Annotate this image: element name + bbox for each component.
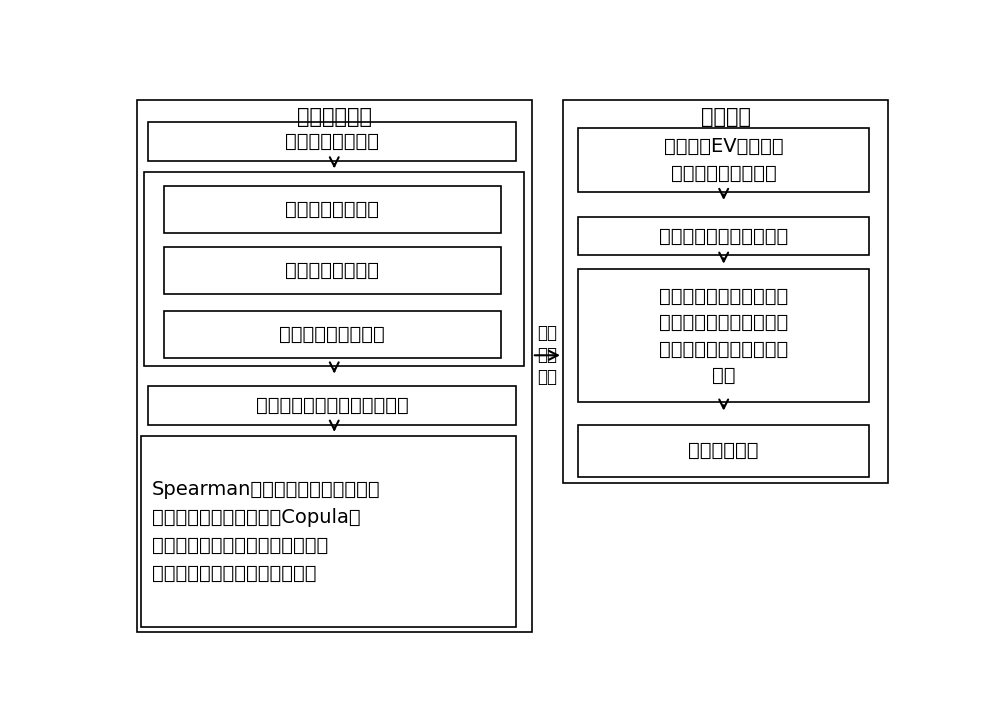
Text: 输出优化决策: 输出优化决策 [688,441,759,460]
Text: 利用混合整数规划法求解
模型得出各类型电动汽车
充放电功率以及机组启停
计划: 利用混合整数规划法求解 模型得出各类型电动汽车 充放电功率以及机组启停 计划 [659,287,788,385]
Text: 电动汽车分类: 电动汽车分类 [297,107,372,127]
Bar [578,217,869,256]
Bar [578,269,869,402]
Bar [563,100,888,483]
Text: Spearman秩相关系数分析行驶特性
数据间的相关性，并利用Copula函
数生成车辆行驶数据的场景矩阵，
为提高计算效率，进行场景缩减: Spearman秩相关系数分析行驶特性 数据间的相关性，并利用Copula函 数… [152,480,381,582]
Text: 建立考虑EV分类特性
的随机机组组合模型: 建立考虑EV分类特性 的随机机组组合模型 [664,137,784,183]
Bar [578,425,869,477]
Bar [144,172,524,366]
Bar [148,386,516,425]
Text: 电动汽车用途分类: 电动汽车用途分类 [285,132,379,151]
Bar [137,100,532,632]
Text: 接入时间概率模型: 接入时间概率模型 [285,200,379,220]
Text: 建模求解: 建模求解 [701,107,751,127]
Text: 拉丁超立方抄样建立数据矩阵: 拉丁超立方抄样建立数据矩阵 [256,396,409,415]
Text: 场景
数据
代入: 场景 数据 代入 [537,324,557,387]
Bar [578,128,869,192]
Text: 日行驶里程概率模型: 日行驶里程概率模型 [279,325,385,344]
Bar [140,436,516,627]
Text: 离开时间概率模型: 离开时间概率模型 [285,261,379,280]
Bar [164,247,501,294]
Bar [164,311,501,358]
Bar [164,186,501,233]
Bar [148,122,516,161]
Text: 线性化模型中非线性条件: 线性化模型中非线性条件 [659,227,788,246]
